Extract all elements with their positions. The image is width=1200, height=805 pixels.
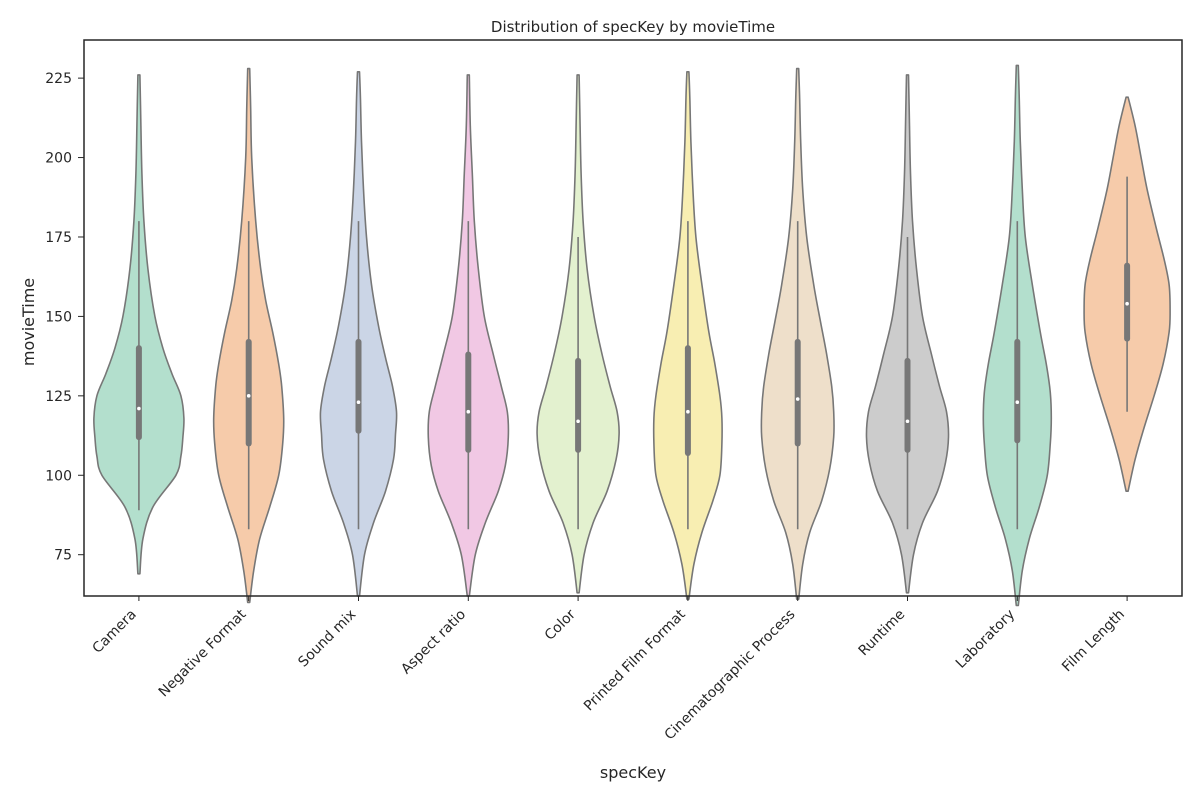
x-tick-label: Cinematographic Process xyxy=(662,607,799,744)
x-tick-label: Runtime xyxy=(856,607,909,660)
violin-camera xyxy=(93,74,185,575)
x-tick-label: Printed Film Format xyxy=(581,606,689,714)
violins-layer xyxy=(93,64,1171,607)
violin-median-dot xyxy=(795,397,800,401)
violin-median-dot xyxy=(686,409,690,414)
y-tick-label: 225 xyxy=(45,71,72,87)
violin-runtime xyxy=(865,74,950,594)
y-tick-label: 200 xyxy=(45,151,72,167)
violin-median-dot xyxy=(356,400,361,404)
violin-sound-mix xyxy=(319,71,398,597)
plot-area-frame xyxy=(83,39,1183,597)
x-tick-label: Color xyxy=(542,606,579,643)
x-ticks: Camera Negative Format Sound mix Aspect rat… xyxy=(90,596,1128,743)
y-tick-label: 100 xyxy=(45,468,72,484)
x-tick-label: Film Length xyxy=(1059,607,1128,676)
violin-negative-format xyxy=(212,67,285,604)
violin-median-dot xyxy=(246,394,251,398)
y-tick-label: 150 xyxy=(45,309,72,325)
y-tick-label: 75 xyxy=(54,548,72,564)
violin-median-dot xyxy=(905,419,910,424)
violin-laboratory xyxy=(982,64,1053,607)
y-axis-label: movieTime xyxy=(19,278,38,366)
violin-median-dot xyxy=(137,406,141,411)
x-tick-label: Laboratory xyxy=(953,607,1018,672)
y-ticks: 75 100 125 150 175 200 225 xyxy=(45,71,84,564)
x-axis-label: specKey xyxy=(600,763,666,782)
violin-printed-film-format xyxy=(652,71,723,600)
x-tick-label: Sound mix xyxy=(295,607,359,671)
violin-median-dot xyxy=(1125,301,1129,306)
violin-film-length xyxy=(1083,96,1171,492)
y-tick-label: 125 xyxy=(45,389,72,405)
violin-median-dot xyxy=(576,419,580,424)
violin-cinematographic-process xyxy=(760,67,835,600)
chart-title: Distribution of specKey by movieTime xyxy=(491,18,775,36)
y-tick-label: 175 xyxy=(45,230,72,246)
violin-color xyxy=(536,74,620,594)
x-tick-label: Negative Format xyxy=(156,606,250,700)
violin-aspect-ratio xyxy=(427,74,510,597)
x-tick-label: Camera xyxy=(90,607,140,657)
x-tick-label: Aspect ratio xyxy=(398,607,469,678)
violin-median-dot xyxy=(1015,400,1020,404)
violin-median-dot xyxy=(466,409,471,414)
